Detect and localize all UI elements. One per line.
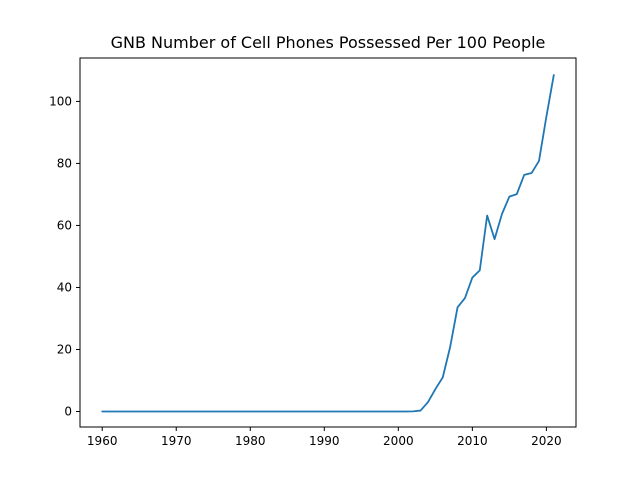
x-tick-label: 2000 [383, 434, 414, 448]
x-tick-label: 2010 [457, 434, 488, 448]
y-tick-label: 0 [64, 404, 72, 418]
series-layer [101, 74, 555, 413]
x-tick-label: 1960 [87, 434, 118, 448]
y-tick-label: 100 [49, 94, 72, 108]
series-line [101, 74, 555, 413]
y-tick-label: 60 [57, 218, 72, 232]
chart-title: GNB Number of Cell Phones Possessed Per … [111, 33, 546, 52]
plot-frame [79, 57, 577, 428]
x-tick-label: 1970 [161, 434, 192, 448]
ticks-layer: 1960 1970 1980 1990 2000 2010 2020 0 20 40 60 80 100 [49, 94, 562, 448]
y-tick-label: 40 [57, 280, 72, 294]
x-tick-label: 1990 [309, 434, 340, 448]
x-tick-label: 2020 [531, 434, 562, 448]
x-tick-label: 1980 [235, 434, 266, 448]
y-tick-label: 20 [57, 342, 72, 356]
y-tick-label: 80 [57, 156, 72, 170]
